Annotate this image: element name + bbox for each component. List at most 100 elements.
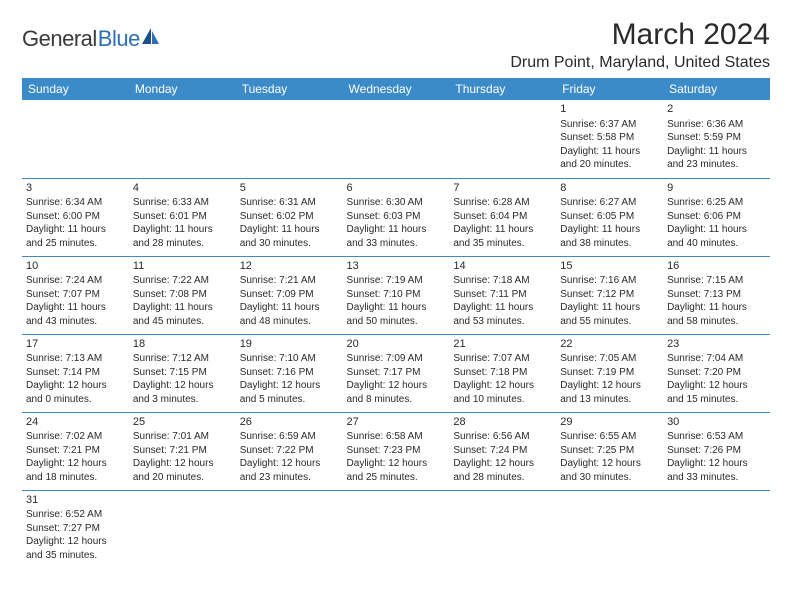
calendar-day-cell [236,490,343,568]
daylight-text: Daylight: 11 hours [453,301,552,315]
daylight-text: and 55 minutes. [560,315,659,329]
day-number: 12 [240,259,339,274]
day-number: 8 [560,181,659,196]
sunrise-text: Sunrise: 7:15 AM [667,274,766,288]
day-number: 15 [560,259,659,274]
daylight-text: and 30 minutes. [560,471,659,485]
sunrise-text: Sunrise: 7:07 AM [453,352,552,366]
sunrise-text: Sunrise: 6:28 AM [453,196,552,210]
sunrise-text: Sunrise: 6:37 AM [560,118,659,132]
daylight-text: Daylight: 11 hours [240,223,339,237]
day-number: 21 [453,337,552,352]
day-number: 26 [240,415,339,430]
daylight-text: Daylight: 11 hours [26,301,125,315]
daylight-text: Daylight: 12 hours [133,457,232,471]
day-number: 27 [347,415,446,430]
calendar-day-cell: 1Sunrise: 6:37 AMSunset: 5:58 PMDaylight… [556,100,663,178]
location: Drum Point, Maryland, United States [510,54,770,72]
sunrise-text: Sunrise: 7:01 AM [133,430,232,444]
daylight-text: and 15 minutes. [667,393,766,407]
daylight-text: and 3 minutes. [133,393,232,407]
daylight-text: and 50 minutes. [347,315,446,329]
day-number: 13 [347,259,446,274]
sunset-text: Sunset: 6:00 PM [26,210,125,224]
weekday-header: Sunday [22,78,129,100]
daylight-text: Daylight: 12 hours [560,457,659,471]
day-number: 22 [560,337,659,352]
daylight-text: Daylight: 12 hours [133,379,232,393]
weekday-header: Monday [129,78,236,100]
daylight-text: Daylight: 12 hours [26,535,125,549]
daylight-text: and 23 minutes. [667,158,766,172]
daylight-text: Daylight: 11 hours [667,301,766,315]
daylight-text: and 25 minutes. [26,237,125,251]
day-number: 31 [26,493,125,508]
header: General Blue March 2024 Drum Point, Mary… [22,18,770,72]
daylight-text: Daylight: 11 hours [133,301,232,315]
calendar-day-cell [343,490,450,568]
sunset-text: Sunset: 7:08 PM [133,288,232,302]
sunset-text: Sunset: 6:01 PM [133,210,232,224]
calendar-day-cell: 24Sunrise: 7:02 AMSunset: 7:21 PMDayligh… [22,412,129,490]
sunset-text: Sunset: 6:06 PM [667,210,766,224]
day-number: 6 [347,181,446,196]
weekday-header: Wednesday [343,78,450,100]
calendar-day-cell [449,100,556,178]
calendar-day-cell: 27Sunrise: 6:58 AMSunset: 7:23 PMDayligh… [343,412,450,490]
day-number: 7 [453,181,552,196]
daylight-text: Daylight: 12 hours [453,457,552,471]
day-number: 4 [133,181,232,196]
daylight-text: Daylight: 12 hours [240,379,339,393]
calendar-day-cell: 8Sunrise: 6:27 AMSunset: 6:05 PMDaylight… [556,178,663,256]
day-number: 30 [667,415,766,430]
sunrise-text: Sunrise: 7:18 AM [453,274,552,288]
sunrise-text: Sunrise: 6:34 AM [26,196,125,210]
logo: General Blue [22,26,160,52]
daylight-text: Daylight: 12 hours [667,379,766,393]
daylight-text: and 53 minutes. [453,315,552,329]
daylight-text: and 58 minutes. [667,315,766,329]
daylight-text: and 33 minutes. [667,471,766,485]
day-number: 28 [453,415,552,430]
sunset-text: Sunset: 7:21 PM [26,444,125,458]
daylight-text: Daylight: 11 hours [453,223,552,237]
sunrise-text: Sunrise: 6:52 AM [26,508,125,522]
calendar-week-row: 10Sunrise: 7:24 AMSunset: 7:07 PMDayligh… [22,256,770,334]
sunset-text: Sunset: 7:20 PM [667,366,766,380]
sunrise-text: Sunrise: 6:55 AM [560,430,659,444]
daylight-text: Daylight: 12 hours [26,457,125,471]
calendar-day-cell: 12Sunrise: 7:21 AMSunset: 7:09 PMDayligh… [236,256,343,334]
day-number: 23 [667,337,766,352]
daylight-text: Daylight: 11 hours [347,223,446,237]
calendar-day-cell: 6Sunrise: 6:30 AMSunset: 6:03 PMDaylight… [343,178,450,256]
calendar-day-cell: 7Sunrise: 6:28 AMSunset: 6:04 PMDaylight… [449,178,556,256]
daylight-text: and 43 minutes. [26,315,125,329]
sunrise-text: Sunrise: 6:56 AM [453,430,552,444]
calendar-day-cell: 17Sunrise: 7:13 AMSunset: 7:14 PMDayligh… [22,334,129,412]
calendar-day-cell: 31Sunrise: 6:52 AMSunset: 7:27 PMDayligh… [22,490,129,568]
calendar-day-cell [556,490,663,568]
sunset-text: Sunset: 7:22 PM [240,444,339,458]
calendar-day-cell [343,100,450,178]
day-number: 3 [26,181,125,196]
day-number: 20 [347,337,446,352]
sunset-text: Sunset: 5:59 PM [667,131,766,145]
daylight-text: Daylight: 11 hours [347,301,446,315]
sunrise-text: Sunrise: 6:31 AM [240,196,339,210]
daylight-text: and 45 minutes. [133,315,232,329]
calendar-table: Sunday Monday Tuesday Wednesday Thursday… [22,78,770,568]
day-number: 16 [667,259,766,274]
sunset-text: Sunset: 7:27 PM [26,522,125,536]
sunset-text: Sunset: 7:19 PM [560,366,659,380]
sunrise-text: Sunrise: 7:10 AM [240,352,339,366]
sunset-text: Sunset: 7:07 PM [26,288,125,302]
calendar-day-cell: 2Sunrise: 6:36 AMSunset: 5:59 PMDaylight… [663,100,770,178]
weekday-header: Tuesday [236,78,343,100]
day-number: 17 [26,337,125,352]
daylight-text: Daylight: 11 hours [560,223,659,237]
calendar-page: General Blue March 2024 Drum Point, Mary… [0,0,792,586]
sunrise-text: Sunrise: 7:16 AM [560,274,659,288]
sunset-text: Sunset: 7:26 PM [667,444,766,458]
sunset-text: Sunset: 7:18 PM [453,366,552,380]
calendar-day-cell: 23Sunrise: 7:04 AMSunset: 7:20 PMDayligh… [663,334,770,412]
